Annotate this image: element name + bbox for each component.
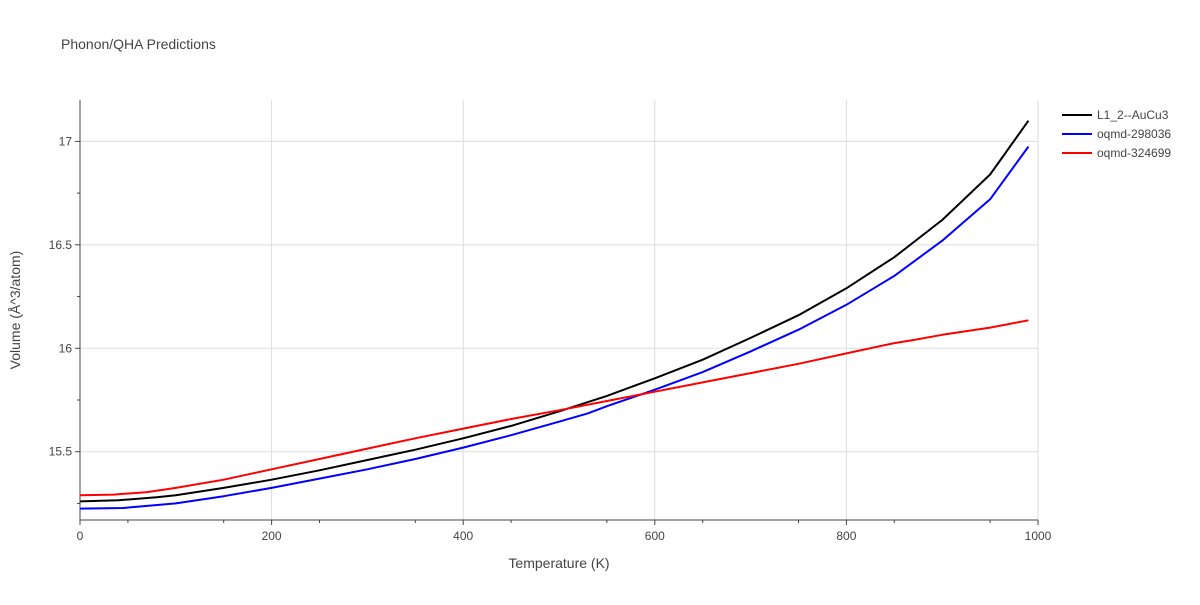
legend-item[interactable]: L1_2--AuCu3 <box>1062 108 1169 122</box>
legend-label: L1_2--AuCu3 <box>1097 108 1169 122</box>
tick-layer: 0 200 400 600 800 1000 15.5 16 16.5 17 <box>49 134 1052 543</box>
x-tick-label: 0 <box>77 529 84 543</box>
legend-label: oqmd-298036 <box>1097 127 1171 141</box>
legend[interactable]: L1_2--AuCu3 oqmd-298036 oqmd-324699 <box>1062 108 1171 160</box>
legend-item[interactable]: oqmd-298036 <box>1062 127 1171 141</box>
y-tick-label: 17 <box>59 134 73 148</box>
x-tick-label: 400 <box>453 529 473 543</box>
series-line-1[interactable] <box>79 120 1030 503</box>
x-tick-label: 800 <box>836 529 856 543</box>
x-tick-label: 200 <box>262 529 282 543</box>
series-layer <box>79 120 1030 510</box>
x-tick-label: 1000 <box>1025 529 1052 543</box>
y-axis-label: Volume (Å^3/atom) <box>7 251 23 370</box>
series-line-3[interactable] <box>79 319 1029 497</box>
y-tick-label: 15.5 <box>49 445 73 459</box>
axes-layer <box>79 100 1038 521</box>
series-line-2[interactable] <box>79 146 1030 510</box>
y-tick-label: 16 <box>59 341 73 355</box>
y-tick-label: 16.5 <box>49 238 73 252</box>
legend-label: oqmd-324699 <box>1097 146 1171 160</box>
legend-item[interactable]: oqmd-324699 <box>1062 146 1171 160</box>
x-tick-label: 600 <box>645 529 665 543</box>
x-axis-label: Temperature (K) <box>508 555 609 571</box>
chart-title: Phonon/QHA Predictions <box>61 36 216 52</box>
grid-layer <box>80 100 1039 520</box>
